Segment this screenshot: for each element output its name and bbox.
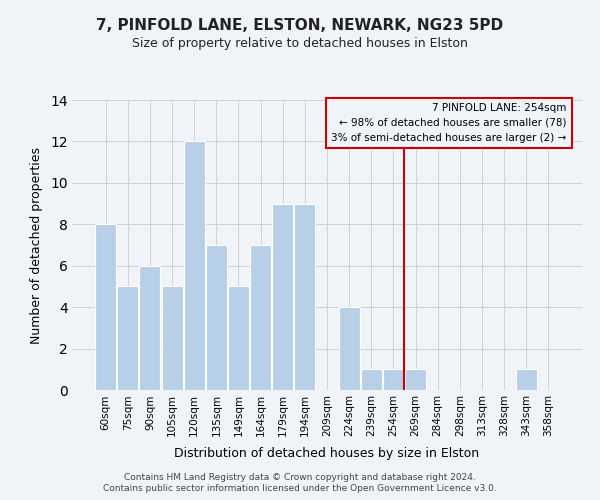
Bar: [161, 286, 182, 390]
Bar: [139, 266, 160, 390]
Text: Size of property relative to detached houses in Elston: Size of property relative to detached ho…: [132, 38, 468, 51]
Bar: [338, 307, 359, 390]
Bar: [295, 204, 316, 390]
Bar: [184, 142, 205, 390]
Text: Contains HM Land Registry data © Crown copyright and database right 2024.: Contains HM Land Registry data © Crown c…: [124, 472, 476, 482]
Bar: [250, 245, 271, 390]
Text: 7 PINFOLD LANE: 254sqm
← 98% of detached houses are smaller (78)
3% of semi-deta: 7 PINFOLD LANE: 254sqm ← 98% of detached…: [331, 103, 567, 142]
Bar: [118, 286, 139, 390]
Bar: [272, 204, 293, 390]
Bar: [228, 286, 249, 390]
Text: 7, PINFOLD LANE, ELSTON, NEWARK, NG23 5PD: 7, PINFOLD LANE, ELSTON, NEWARK, NG23 5P…: [97, 18, 503, 32]
Bar: [361, 370, 382, 390]
Bar: [95, 224, 116, 390]
X-axis label: Distribution of detached houses by size in Elston: Distribution of detached houses by size …: [175, 448, 479, 460]
Y-axis label: Number of detached properties: Number of detached properties: [30, 146, 43, 344]
Bar: [383, 370, 404, 390]
Text: Contains public sector information licensed under the Open Government Licence v3: Contains public sector information licen…: [103, 484, 497, 493]
Bar: [515, 370, 536, 390]
Bar: [405, 370, 426, 390]
Bar: [206, 245, 227, 390]
